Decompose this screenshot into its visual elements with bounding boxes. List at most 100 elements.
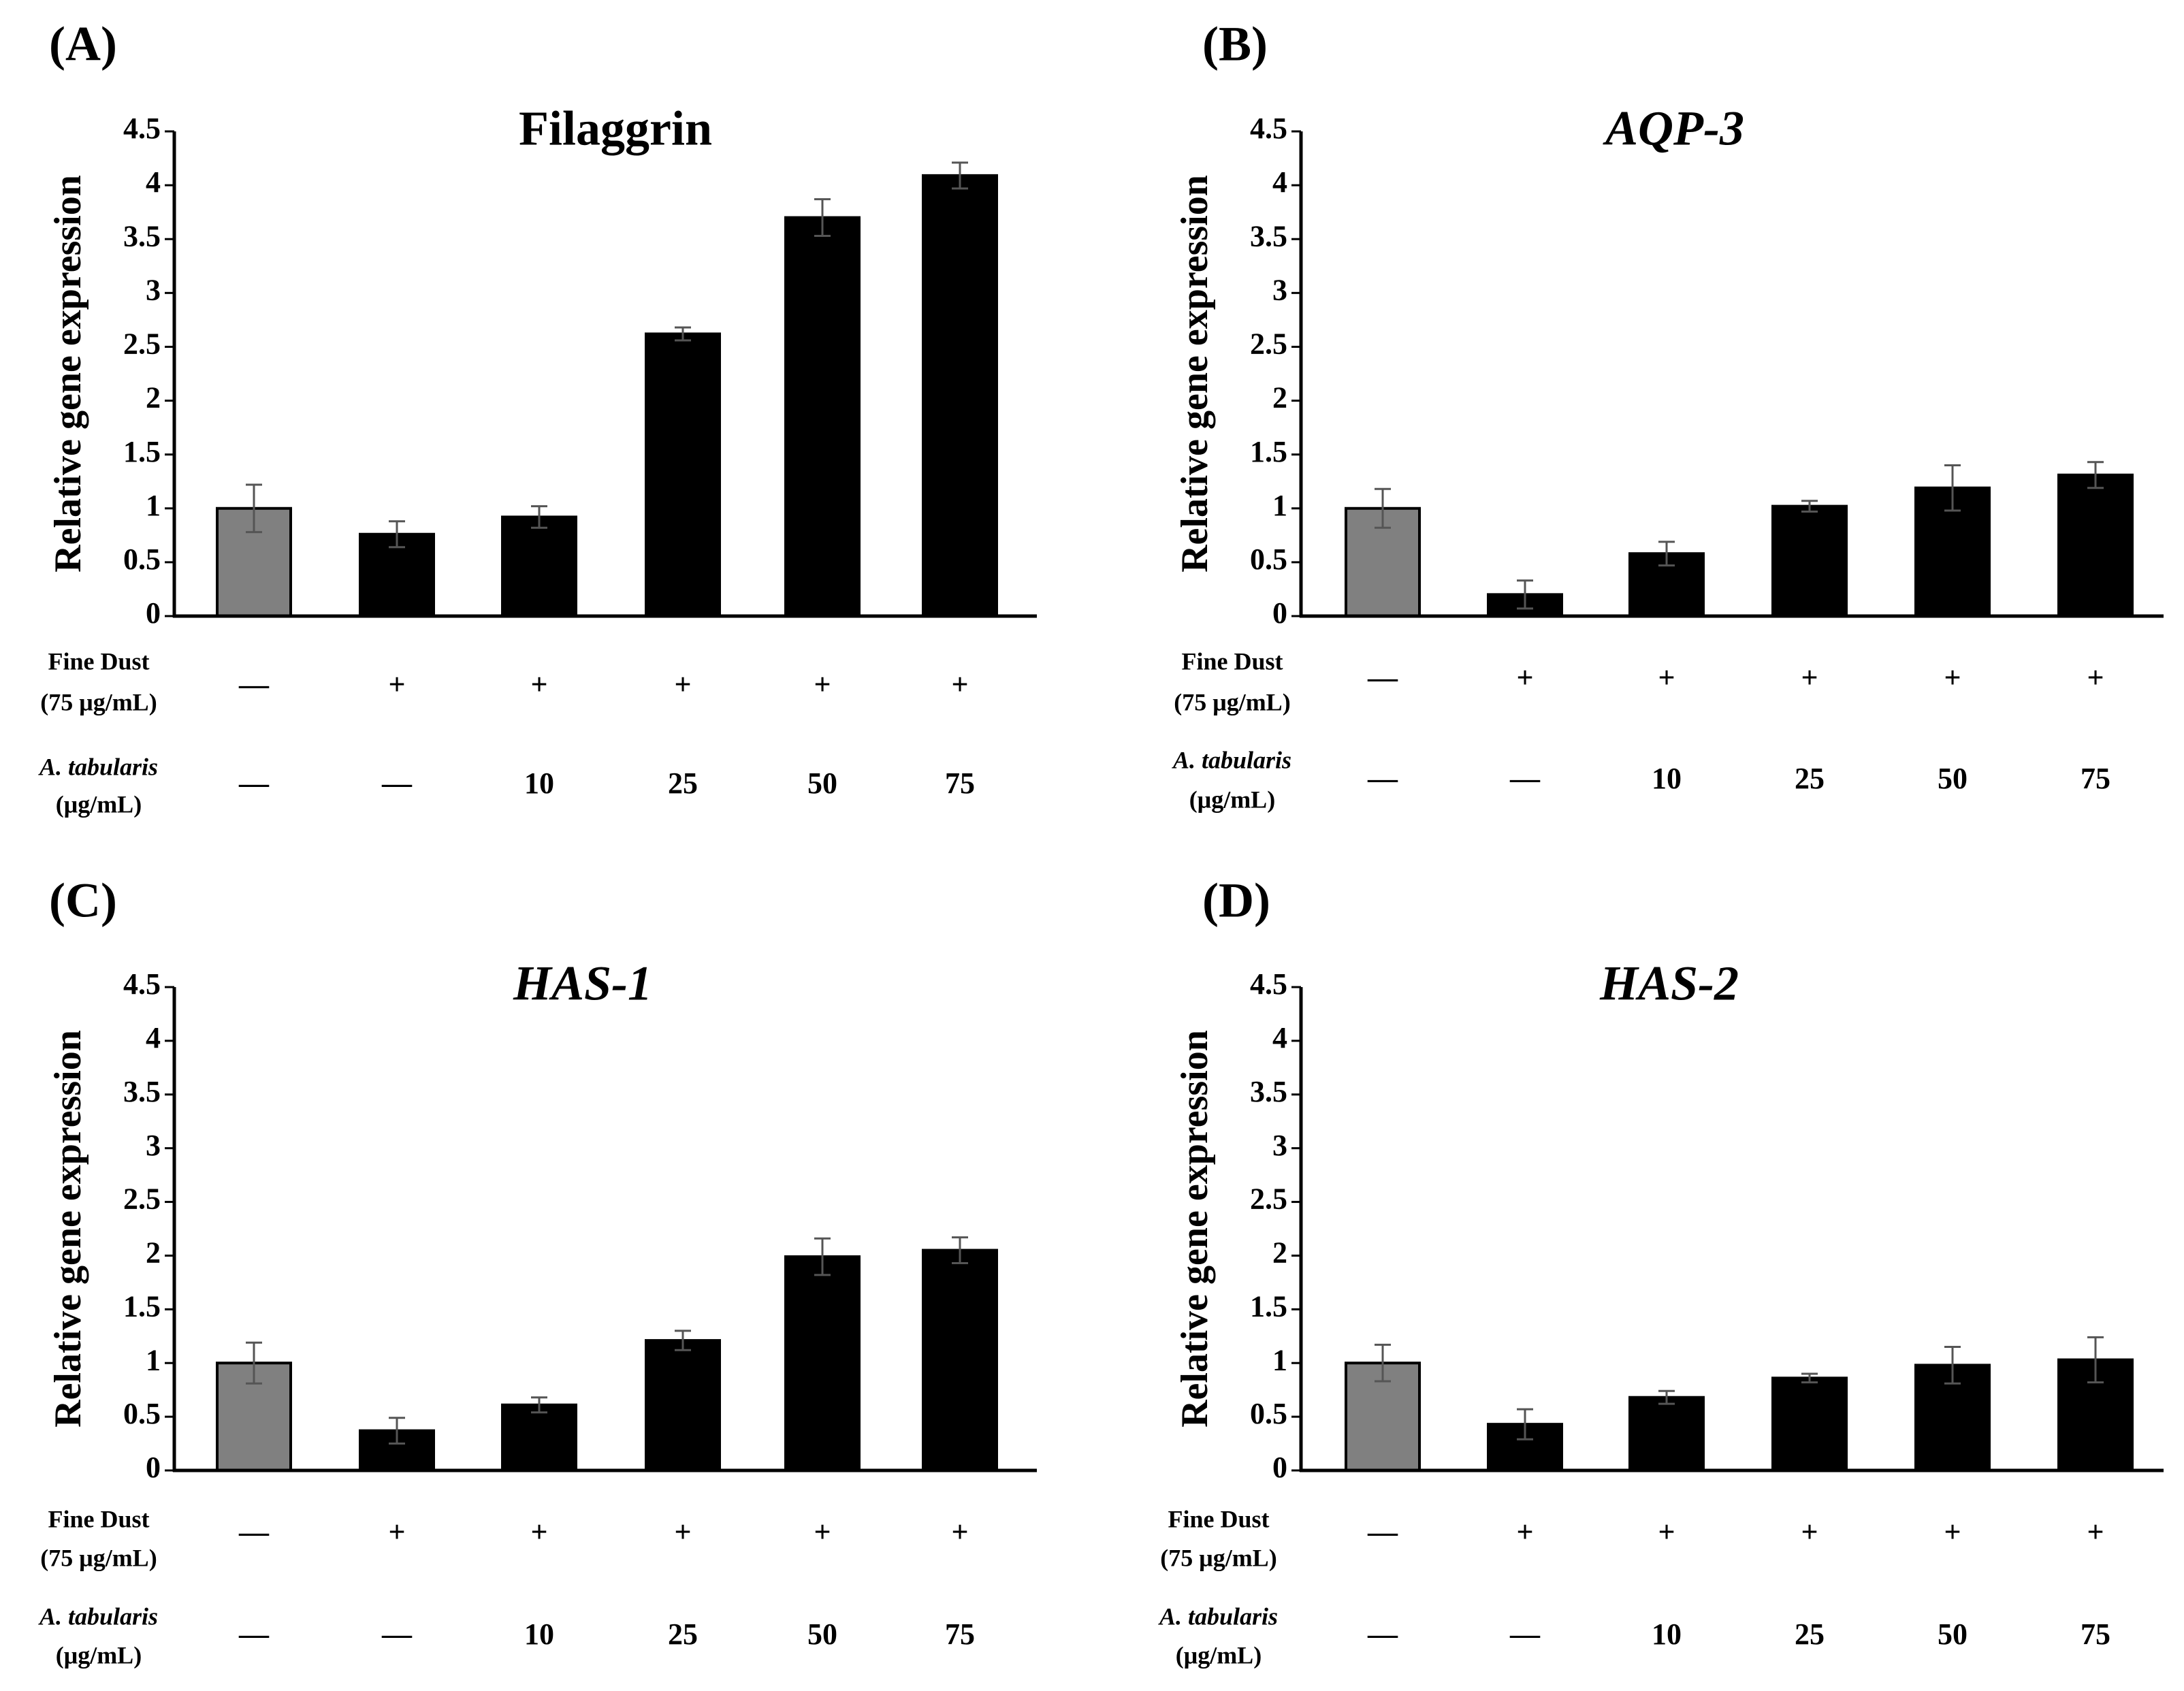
fine-dust-value: + <box>1658 1515 1675 1549</box>
fine-dust-value: — <box>1367 1515 1398 1549</box>
extract-unit: (μg/mL) <box>56 790 142 818</box>
error-bar <box>814 198 831 237</box>
y-tick-label: 3.5 <box>1250 219 1287 253</box>
y-tick-label: 0.5 <box>1250 1397 1287 1430</box>
error-bar <box>1375 1343 1391 1383</box>
chart-title: HAS-1 <box>513 956 652 1011</box>
fine-dust-value: + <box>1944 661 1961 694</box>
error-bar <box>531 505 547 529</box>
y-axis-label: Relative gene expression <box>47 175 89 573</box>
panel-label: (A) <box>49 17 117 71</box>
error-bar <box>389 520 405 549</box>
error-bar <box>1658 541 1675 567</box>
fine-dust-label: Fine Dust <box>1168 1505 1269 1532</box>
extract-dose-value: 10 <box>524 1617 554 1651</box>
y-tick-label: 2.5 <box>1250 327 1287 361</box>
extract-dose-value: 10 <box>1652 762 1682 795</box>
fine-dust-value: + <box>388 1515 405 1549</box>
y-tick-label: 1.5 <box>123 1289 161 1323</box>
fine-dust-value: + <box>530 1515 547 1549</box>
fine-dust-concentration: (75 μg/mL) <box>40 688 157 715</box>
extract-dose-value: 25 <box>1795 1617 1825 1651</box>
chart-panel: (C) HAS-1 Relative gene expression 0 0.5 1 1.5… <box>38 873 1037 1669</box>
error-bar <box>1944 1346 1961 1385</box>
error-bar <box>531 1396 547 1414</box>
y-tick-label: 2 <box>146 1236 161 1270</box>
extract-dose-value: — <box>381 767 413 800</box>
fine-dust-value: + <box>1516 661 1533 694</box>
error-bar <box>1944 464 1961 512</box>
fine-dust-value: — <box>238 668 270 701</box>
chart-title: AQP-3 <box>1603 101 1744 156</box>
fine-dust-value: + <box>951 668 968 701</box>
error-bar <box>675 326 691 342</box>
fine-dust-value: + <box>951 1515 968 1549</box>
y-tick-label: 4 <box>1272 165 1287 199</box>
chart-title: Filaggrin <box>519 101 712 156</box>
y-tick-label: 2 <box>1272 381 1287 415</box>
y-tick-label: 1.5 <box>1250 1289 1287 1323</box>
fine-dust-label: Fine Dust <box>1181 647 1283 675</box>
bar-6 <box>922 174 998 618</box>
bar-4 <box>645 332 721 617</box>
y-tick-label: 1.5 <box>1250 435 1287 468</box>
y-tick-label: 2.5 <box>123 1182 161 1216</box>
fine-dust-value: + <box>1516 1515 1533 1549</box>
bar-3 <box>501 1403 577 1472</box>
fine-dust-concentration: (75 μg/mL) <box>1174 688 1290 715</box>
fine-dust-value: + <box>814 668 831 701</box>
error-bar <box>1517 579 1533 610</box>
extract-dose-value: 10 <box>1652 1617 1682 1651</box>
y-tick-label: 0.5 <box>123 543 161 576</box>
extract-dose-value: — <box>238 767 270 800</box>
extract-dose-value: 75 <box>945 767 975 800</box>
bar-5 <box>784 1255 861 1472</box>
y-tick-label: 0 <box>146 1451 161 1484</box>
error-bar <box>2087 1336 2104 1384</box>
extract-dose-value: 50 <box>807 767 837 800</box>
bar-6 <box>922 1249 998 1472</box>
y-tick-label: 0.5 <box>123 1397 161 1430</box>
y-tick-label: 4 <box>146 165 161 199</box>
extract-unit: (μg/mL) <box>1189 786 1275 813</box>
y-axis-label: Relative gene expression <box>1174 175 1216 573</box>
panel-label: (C) <box>49 873 117 928</box>
extract-dose-value: — <box>1509 762 1541 795</box>
y-axis-label: Relative gene expression <box>47 1030 89 1428</box>
y-tick-label: 4.5 <box>123 967 161 1001</box>
fine-dust-label: Fine Dust <box>48 1505 149 1532</box>
bar-3 <box>1628 1396 1705 1472</box>
chart-panel: (B) AQP-3 Relative gene expression 0 0.5 1 1.5… <box>1172 17 2164 813</box>
extract-dose-value: — <box>1509 1617 1541 1651</box>
error-bar <box>952 1236 968 1264</box>
y-tick-label: 3 <box>146 273 161 306</box>
extract-dose-value: 50 <box>807 1617 837 1651</box>
y-axis-label: Relative gene expression <box>1174 1030 1216 1428</box>
fine-dust-value: + <box>674 668 691 701</box>
y-tick-label: 3 <box>1272 1129 1287 1162</box>
y-tick-label: 2.5 <box>1250 1182 1287 1216</box>
bar-4 <box>1771 1376 1848 1472</box>
chart-panel: (A) Filaggrin Relative gene expression 0 0.5… <box>38 17 1037 818</box>
fine-dust-concentration: (75 μg/mL) <box>1160 1544 1276 1571</box>
y-tick-label: 0 <box>1272 596 1287 630</box>
fine-dust-value: + <box>530 668 547 701</box>
fine-dust-value: — <box>238 1515 270 1549</box>
bar-3 <box>501 515 577 617</box>
fine-dust-value: + <box>1944 1515 1961 1549</box>
extract-dose-value: — <box>1367 1617 1398 1651</box>
fine-dust-concentration: (75 μg/mL) <box>40 1544 157 1571</box>
error-bar <box>1801 1372 1818 1384</box>
fine-dust-value: + <box>814 1515 831 1549</box>
extract-unit: (μg/mL) <box>1176 1641 1262 1669</box>
y-tick-label: 4.5 <box>1250 112 1287 145</box>
error-bar <box>1658 1389 1675 1405</box>
error-bar <box>952 161 968 190</box>
extract-dose-value: 25 <box>668 767 698 800</box>
error-bar <box>1801 500 1818 513</box>
error-bar <box>1375 487 1391 529</box>
y-tick-label: 4.5 <box>1250 967 1287 1001</box>
y-tick-label: 2.5 <box>123 327 161 361</box>
fine-dust-value: + <box>2087 1515 2104 1549</box>
